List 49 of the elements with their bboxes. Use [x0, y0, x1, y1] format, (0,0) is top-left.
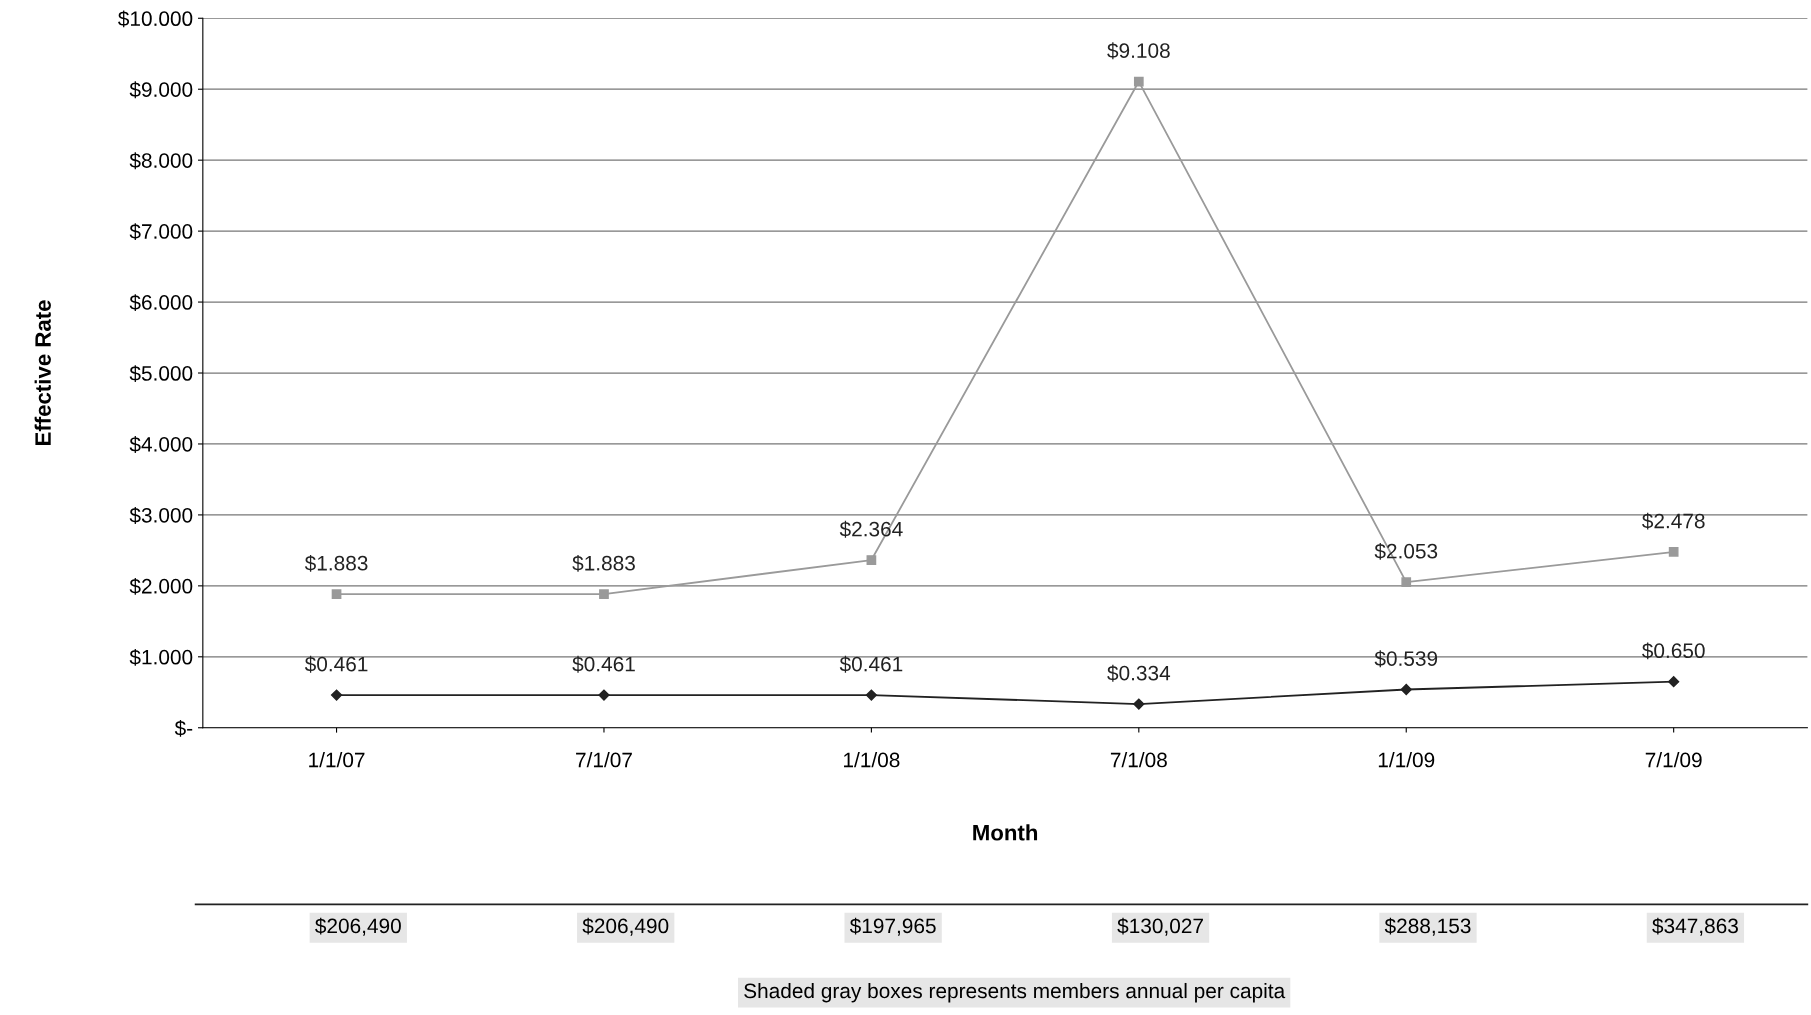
text: $206,490 [582, 917, 669, 936]
point [1400, 683, 1412, 696]
point [1668, 547, 1679, 557]
x-tick-label: 7/1/08 [1110, 752, 1167, 768]
y-tick-label: $2.000 [129, 577, 193, 595]
x-tick-label: 1/1/09 [1378, 752, 1435, 768]
point [1401, 577, 1412, 587]
point [1668, 676, 1680, 688]
x-axis-title: Month [973, 824, 1038, 841]
data-label: $1.883 [572, 554, 635, 572]
point [599, 589, 609, 600]
data-label: $0.461 [304, 655, 368, 673]
point [866, 555, 877, 565]
x-tick-label: 7/1/07 [576, 752, 632, 768]
data-label: $1.883 [304, 554, 368, 572]
y-tick-label: $10.000 [118, 10, 193, 28]
text: Shaded gray boxes represents members annual per capita [744, 982, 1286, 1003]
y-tick-label: $9.000 [129, 81, 193, 99]
y-tick-label: $- [174, 719, 193, 737]
data-label: $0.650 [1642, 642, 1705, 660]
point [865, 689, 877, 701]
data-label: $2.364 [839, 520, 903, 538]
text: $288,153 [1384, 917, 1471, 936]
text: $206,490 [315, 917, 401, 936]
x-tick-label: 1/1/08 [844, 752, 900, 768]
y-axis-title: Effective Rate [34, 300, 51, 446]
x-tick-label: 1/1/07 [309, 752, 365, 768]
x-tick-label: 7/1/09 [1645, 752, 1702, 768]
data-label: $0.539 [1374, 650, 1438, 668]
y-tick-label: $8.000 [129, 152, 193, 170]
y-tick-label: $5.000 [129, 365, 193, 383]
text: $130,027 [1117, 917, 1203, 936]
y-tick-label: $7.000 [129, 223, 193, 241]
y-tick-label: $6.000 [129, 294, 193, 312]
point [331, 589, 342, 600]
y-tick-label: $1.000 [129, 648, 193, 666]
point [1133, 698, 1145, 710]
data-label: $0.461 [839, 655, 903, 673]
data-label: $9.108 [1107, 42, 1170, 60]
y-tick-label: $3.000 [129, 507, 193, 524]
data-label: $0.461 [572, 655, 635, 673]
data-label: $2.053 [1374, 542, 1438, 560]
text: $347,863 [1652, 917, 1738, 936]
text: $197,965 [849, 917, 936, 936]
data-label: $0.334 [1107, 664, 1171, 682]
data-label: $2.478 [1642, 512, 1705, 530]
point [330, 689, 343, 701]
point [1133, 76, 1144, 87]
y-tick-label: $4.000 [129, 436, 193, 453]
